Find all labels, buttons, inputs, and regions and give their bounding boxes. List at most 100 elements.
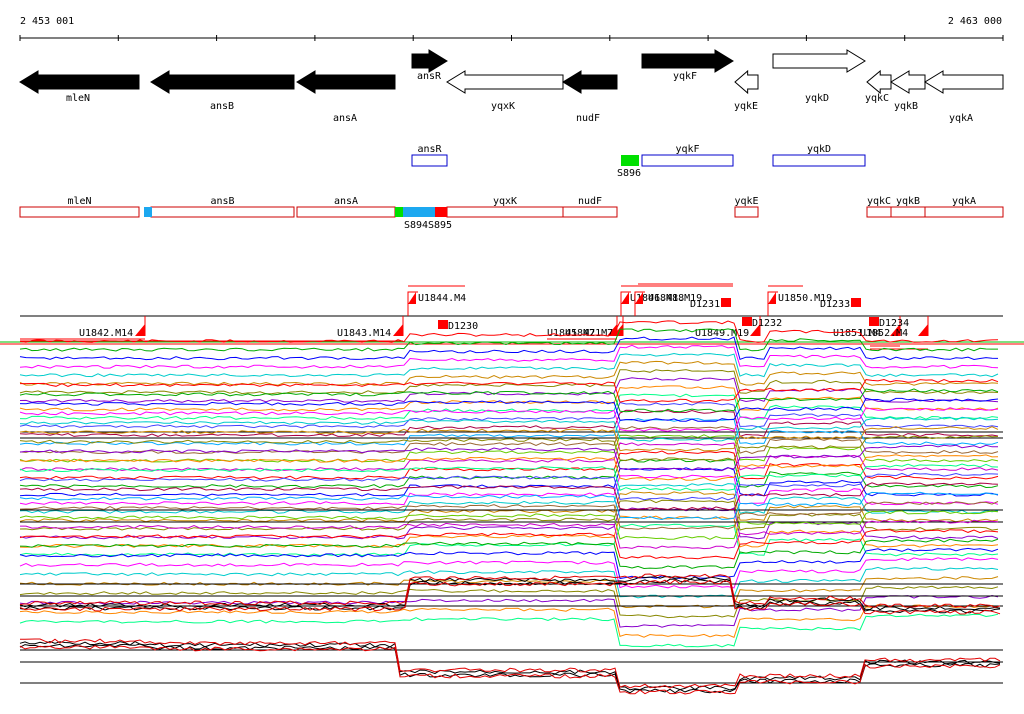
segment-green-small	[395, 207, 403, 217]
summary-profile-line	[19, 573, 1001, 609]
forward-box-label-yqkf: yqkF	[675, 144, 699, 155]
expression-profile-line	[19, 458, 999, 489]
expression-profile-line	[19, 434, 999, 463]
reverse-strand-track: mleN ansB ansA yqxK nudF yqkE yqkC yqkB yqkA S894…	[19, 196, 1004, 231]
upshift-marker-u1843-m14	[393, 324, 403, 336]
expression-profile-line	[19, 613, 999, 648]
segment-label-s894: S894	[404, 220, 428, 231]
downshift-marker-d1230	[438, 320, 448, 329]
downshift-label-d1232: D1232	[752, 318, 782, 329]
coord-end-label: 2 463 000	[948, 16, 1002, 27]
gene-label-yqkb: yqkB	[894, 101, 918, 112]
expression-profile-line	[19, 352, 999, 378]
upshift-stem-u1844-m4	[407, 291, 418, 316]
upshift-marker-u1849-m19	[750, 324, 760, 336]
gene-arrow-yqke	[734, 69, 759, 95]
upshift-marker-u1846-m18	[621, 292, 629, 304]
gene-label-yqkc: yqkC	[865, 93, 889, 104]
reverse-box-label-yqka: yqkA	[952, 196, 976, 207]
expression-profile-line	[19, 407, 999, 432]
summary-profiles-track	[19, 573, 1003, 695]
expression-profile-line	[20, 519, 999, 550]
expression-profile-line	[19, 385, 999, 412]
expression-profile-line	[19, 426, 999, 455]
summary-profile-line	[19, 579, 1001, 615]
reverse-box-ansa	[296, 206, 396, 218]
forward-box-label-yqkd: yqkD	[807, 144, 831, 155]
gene-arrow-ansa	[296, 70, 396, 94]
reverse-box-label-yqkb: yqkB	[896, 196, 920, 207]
upshift-label-u1847-m7: U1847.M7	[565, 328, 613, 339]
reverse-box-yqkc	[866, 206, 892, 218]
summary-profile-line	[19, 640, 1001, 691]
gene-label-yqka: yqkA	[949, 113, 973, 124]
gene-label-yqke: yqkE	[734, 101, 758, 112]
reverse-box-label-ansa: ansA	[334, 196, 358, 207]
expression-profile-line	[19, 472, 999, 501]
reverse-box-yqka	[924, 206, 1004, 218]
downshift-marker-d1231	[721, 298, 731, 307]
forward-box-ansr	[411, 154, 448, 167]
expression-profile-line	[19, 418, 999, 446]
reverse-box-yqkb	[890, 206, 926, 218]
segment-s894	[403, 207, 435, 217]
segment-blue-small	[144, 207, 152, 217]
upshift-label-u1846-m18: U1846.M18	[630, 293, 684, 304]
gene-label-ansb: ansB	[210, 101, 234, 112]
gene-arrow-nudf	[562, 70, 618, 94]
gene-arrow-yqxk	[446, 70, 564, 94]
expression-profile-line	[19, 491, 999, 523]
upshift-label-u1851-m4: U1851.M4	[833, 328, 881, 339]
upshift-label-u1842-m14: U1842.M14	[79, 328, 133, 339]
expression-profile-line	[19, 510, 999, 540]
summary-profile-line	[20, 638, 1001, 689]
expression-profile-line	[19, 515, 999, 548]
segment-label-s895: S895	[428, 220, 452, 231]
forward-strand-track: ansR yqkF yqkD S896	[411, 144, 866, 179]
expression-profile-line	[19, 463, 999, 491]
expression-profile-line	[19, 585, 999, 619]
expression-profile-line	[19, 435, 999, 462]
gene-label-ansa: ansA	[333, 113, 357, 124]
expression-profile-line	[19, 491, 999, 521]
expression-profile-line	[19, 483, 999, 514]
expression-profile-line	[19, 529, 999, 560]
upshift-label-u1845-m21: U1845.M21	[547, 328, 601, 339]
upshift-marker-u1847-m7	[613, 324, 623, 336]
reverse-box-label-yqke: yqkE	[734, 196, 758, 207]
coord-start-label: 2 453 001	[20, 16, 74, 27]
expression-profile-line	[19, 344, 999, 369]
gene-label-nudf: nudF	[576, 113, 600, 124]
segment-s895	[435, 207, 447, 217]
expression-profile-line	[19, 538, 999, 570]
reverse-box-label-yqkc: yqkC	[867, 196, 891, 207]
summary-profile-line	[19, 578, 1001, 614]
gene-arrow-mlen	[19, 70, 140, 94]
expression-profile-line	[19, 426, 999, 452]
expression-profile-line	[19, 450, 999, 480]
forward-box-yqkf	[641, 154, 734, 167]
downshift-marker-d1234	[869, 317, 879, 326]
expression-profile-line	[19, 397, 999, 423]
gene-arrow-yqkb	[890, 70, 926, 94]
expression-profile-line	[19, 360, 999, 386]
gene-label-ansr: ansR	[417, 71, 442, 82]
downshift-label-d1231: D1231	[690, 299, 720, 310]
forward-box-label-ansr: ansR	[417, 144, 442, 155]
gene-arrow-ansb	[150, 70, 295, 94]
upshift-stem-u1848-m19	[634, 291, 645, 316]
expression-profile-line	[19, 557, 999, 589]
expression-profile-line	[19, 501, 999, 530]
downshift-label-d1233: D1233	[820, 299, 850, 310]
summary-profile-line	[19, 644, 1001, 695]
downshift-label-d1230: D1230	[448, 321, 478, 332]
reverse-box-ansb	[150, 206, 295, 218]
upshift-label-u1850-m19: U1850.M19	[778, 293, 832, 304]
upshift-label-u1843-m14: U1843.M14	[337, 328, 391, 339]
expression-profile-line	[19, 547, 999, 580]
upshift-marker-u1852-m4	[918, 324, 928, 336]
gene-arrow-yqkc	[866, 69, 892, 95]
forward-box-yqkd	[772, 154, 866, 167]
